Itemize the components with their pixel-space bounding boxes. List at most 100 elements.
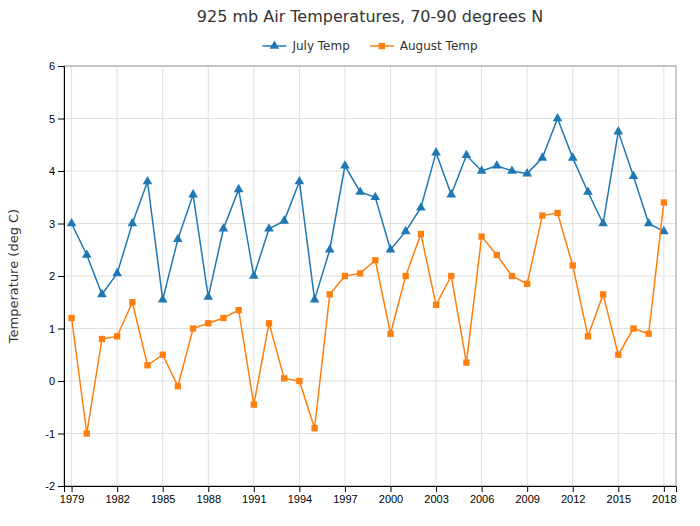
marker bbox=[477, 165, 487, 173]
marker bbox=[644, 218, 654, 226]
marker bbox=[97, 289, 107, 297]
tick-mark bbox=[254, 486, 255, 492]
marker bbox=[158, 294, 168, 302]
line bbox=[72, 203, 664, 434]
marker bbox=[598, 218, 608, 226]
marker bbox=[431, 147, 441, 155]
tick-mark bbox=[58, 434, 64, 435]
grid-line bbox=[64, 223, 676, 224]
title: 925 mb Air Temperatures, 70-90 degrees N bbox=[197, 7, 543, 26]
marker bbox=[615, 352, 621, 358]
tick: 1982 bbox=[105, 486, 129, 505]
line bbox=[72, 119, 664, 300]
marker bbox=[205, 320, 211, 326]
marker bbox=[266, 320, 272, 326]
x-axis: 1979198219851988199119941997200020032006… bbox=[60, 486, 677, 505]
marker bbox=[371, 192, 381, 200]
tick: 2015 bbox=[607, 486, 631, 505]
axis-line bbox=[65, 487, 677, 493]
grid-line bbox=[572, 66, 573, 486]
marker bbox=[342, 273, 348, 279]
marker bbox=[249, 270, 259, 278]
marker bbox=[340, 160, 350, 168]
marker bbox=[538, 152, 548, 160]
tick-mark bbox=[72, 486, 73, 492]
marker bbox=[355, 186, 365, 194]
tick-mark bbox=[299, 486, 300, 492]
tick-label: 2 bbox=[49, 270, 55, 282]
plot-area bbox=[67, 113, 669, 437]
tick: 6 bbox=[49, 60, 64, 72]
tick: 1985 bbox=[151, 486, 175, 505]
marker bbox=[160, 352, 166, 358]
tick: 1988 bbox=[197, 486, 221, 505]
tick-mark bbox=[482, 486, 483, 492]
series bbox=[67, 113, 669, 302]
marker bbox=[175, 383, 181, 389]
legend-label: August Temp bbox=[400, 39, 478, 53]
marker bbox=[219, 223, 229, 231]
marker bbox=[325, 244, 335, 252]
tick: 1979 bbox=[60, 486, 84, 505]
tick: 4 bbox=[49, 165, 64, 177]
grid-line bbox=[208, 66, 209, 486]
marker bbox=[522, 168, 532, 176]
tick-label: -2 bbox=[45, 480, 55, 492]
marker bbox=[507, 165, 517, 173]
tick: 0 bbox=[49, 375, 64, 387]
tick: 2006 bbox=[470, 486, 494, 505]
tick-label: 1 bbox=[49, 323, 55, 335]
tick-label: 2012 bbox=[561, 493, 585, 505]
marker bbox=[128, 218, 138, 226]
grid-line bbox=[527, 66, 528, 486]
tick: -1 bbox=[45, 428, 64, 440]
tick-label: 1997 bbox=[333, 493, 357, 505]
tick-mark bbox=[436, 486, 437, 492]
tick: 2 bbox=[49, 270, 64, 282]
marker bbox=[311, 425, 317, 431]
tick: 2012 bbox=[561, 486, 585, 505]
tick-mark bbox=[117, 486, 118, 492]
marker bbox=[478, 233, 484, 239]
marker bbox=[129, 299, 135, 305]
marker bbox=[553, 113, 563, 121]
tick-label: 1994 bbox=[288, 493, 312, 505]
legend-item: August Temp bbox=[370, 39, 478, 53]
legend-label: July Temp bbox=[291, 39, 349, 53]
grid-line bbox=[390, 66, 391, 486]
grid-line bbox=[64, 118, 676, 119]
grid-line bbox=[436, 66, 437, 486]
marker bbox=[310, 294, 320, 302]
tick-label: 1988 bbox=[197, 493, 221, 505]
marker bbox=[492, 160, 502, 168]
tick: 1997 bbox=[333, 486, 357, 505]
marker bbox=[433, 302, 439, 308]
marker bbox=[446, 189, 456, 197]
tick-mark bbox=[58, 486, 64, 487]
marker bbox=[401, 226, 411, 234]
tick-label: 2006 bbox=[470, 493, 494, 505]
marker bbox=[112, 268, 122, 276]
axis-line bbox=[58, 67, 65, 487]
grid-line bbox=[64, 328, 676, 329]
tick-label: 2015 bbox=[607, 493, 631, 505]
legend: July Temp August Temp bbox=[262, 39, 477, 53]
marker bbox=[114, 333, 120, 339]
tick-mark bbox=[527, 486, 528, 492]
tick-label: 5 bbox=[49, 113, 55, 125]
tick: 1 bbox=[49, 323, 64, 335]
marker bbox=[279, 215, 289, 223]
grid-line bbox=[481, 66, 482, 486]
marker bbox=[494, 252, 500, 258]
tick-mark bbox=[618, 486, 619, 492]
marker bbox=[509, 273, 515, 279]
marker bbox=[327, 291, 333, 297]
grid-line bbox=[71, 66, 72, 486]
tick: 2003 bbox=[424, 486, 448, 505]
tick-label: 1979 bbox=[60, 493, 84, 505]
tick-mark bbox=[208, 486, 209, 492]
tick-mark bbox=[58, 329, 64, 330]
tick-label: 2000 bbox=[379, 493, 403, 505]
marker bbox=[296, 378, 302, 384]
tick: -2 bbox=[45, 480, 64, 492]
